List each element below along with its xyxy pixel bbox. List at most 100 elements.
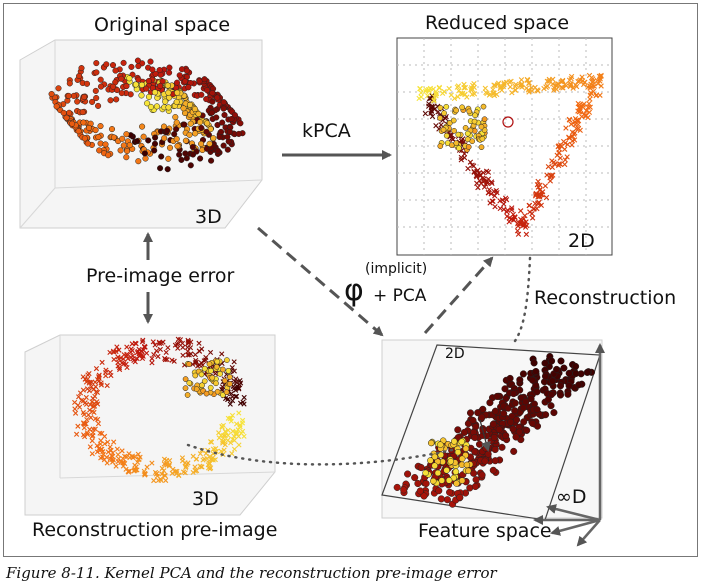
cross-point — [483, 168, 490, 174]
scatter-point — [420, 492, 428, 500]
cross-point — [502, 195, 509, 201]
cross-point — [85, 376, 91, 382]
scatter-point — [556, 382, 565, 390]
cross-point — [542, 183, 549, 189]
scatter-point — [404, 470, 412, 478]
cross-point — [115, 458, 121, 465]
cross-point — [185, 337, 191, 343]
scatter-point — [172, 114, 179, 121]
cross-point — [458, 157, 464, 163]
cross-point — [492, 193, 498, 199]
pca-arrow — [423, 256, 494, 334]
cross-point — [423, 86, 429, 93]
scatter-point — [161, 135, 168, 142]
scatter-point — [527, 395, 535, 403]
cross-point — [154, 470, 160, 477]
cross-point — [594, 77, 600, 84]
phi-symbol: φ — [344, 273, 364, 308]
scatter-point — [97, 123, 104, 130]
scatter-point — [193, 386, 200, 392]
cross-point — [212, 457, 218, 463]
scatter-point — [201, 378, 208, 385]
cross-point — [587, 92, 593, 98]
scatter-point — [166, 144, 174, 151]
cross-point — [207, 453, 213, 460]
feature-space-points — [393, 352, 596, 508]
cross-point — [529, 211, 535, 217]
scatter-point — [123, 131, 130, 138]
scatter-point — [219, 119, 226, 126]
scatter-point — [456, 493, 464, 501]
reconstruction-dotted-path — [510, 256, 532, 347]
cross-point — [458, 90, 464, 96]
cross-point — [111, 439, 117, 445]
scatter-point — [184, 392, 191, 398]
scatter-point — [165, 89, 172, 96]
cross-point — [573, 117, 580, 124]
scatter-point — [204, 87, 211, 94]
scatter-point — [145, 93, 153, 100]
scatter-point — [437, 104, 444, 111]
feature-space-dim: ∞D — [556, 486, 587, 508]
scatter-point — [416, 487, 424, 495]
scatter-point — [182, 150, 189, 157]
scatter-point — [482, 444, 490, 452]
scatter-point — [120, 59, 127, 66]
scatter-point — [97, 76, 104, 83]
scatter-point — [70, 92, 77, 99]
scatter-point — [204, 120, 211, 127]
scatter-point — [512, 433, 520, 441]
cross-point — [572, 121, 578, 128]
scatter-point — [158, 153, 165, 160]
scatter-point — [491, 407, 499, 415]
cross-point — [190, 469, 196, 476]
cross-point — [86, 380, 92, 386]
cross-point — [190, 453, 196, 459]
scatter-point — [176, 151, 183, 158]
cross-point — [504, 213, 510, 220]
cross-point — [590, 78, 596, 85]
scatter-point — [75, 128, 82, 135]
cross-point — [216, 435, 222, 441]
scatter-point — [120, 142, 127, 149]
cross-point — [521, 216, 527, 222]
cross-point — [431, 98, 437, 104]
cross-point — [547, 178, 554, 184]
scatter-point — [66, 109, 73, 116]
cross-point — [233, 393, 240, 399]
scatter-point — [500, 410, 508, 418]
cross-point — [557, 155, 564, 161]
cross-point — [120, 356, 126, 362]
scatter-point — [533, 406, 541, 414]
cross-point — [564, 154, 570, 160]
cross-point — [96, 374, 102, 380]
scatter-point — [474, 409, 482, 417]
scatter-point — [507, 418, 515, 426]
scatter-point — [511, 399, 519, 407]
cross-point — [235, 433, 242, 440]
cross-point — [81, 425, 87, 431]
cross-point — [240, 399, 246, 405]
cross-point — [237, 424, 243, 430]
cross-point — [208, 456, 214, 462]
cross-point — [90, 395, 96, 401]
scatter-point — [201, 365, 208, 372]
cross-point — [484, 90, 490, 97]
scatter-point — [181, 121, 188, 128]
cross-point — [480, 170, 486, 176]
cross-point — [120, 455, 126, 462]
scatter-point — [81, 135, 88, 142]
cross-point — [417, 86, 423, 92]
scatter-point — [453, 140, 460, 146]
scatter-point — [446, 488, 454, 496]
scatter-point — [509, 425, 517, 433]
cross-point — [85, 372, 91, 378]
cross-point — [139, 339, 146, 345]
cross-point — [219, 384, 226, 390]
cross-point — [94, 449, 101, 455]
cross-point — [488, 179, 495, 185]
scatter-point — [144, 100, 151, 107]
scatter-point — [443, 103, 450, 110]
cross-point — [218, 432, 224, 439]
scatter-point — [453, 107, 460, 114]
